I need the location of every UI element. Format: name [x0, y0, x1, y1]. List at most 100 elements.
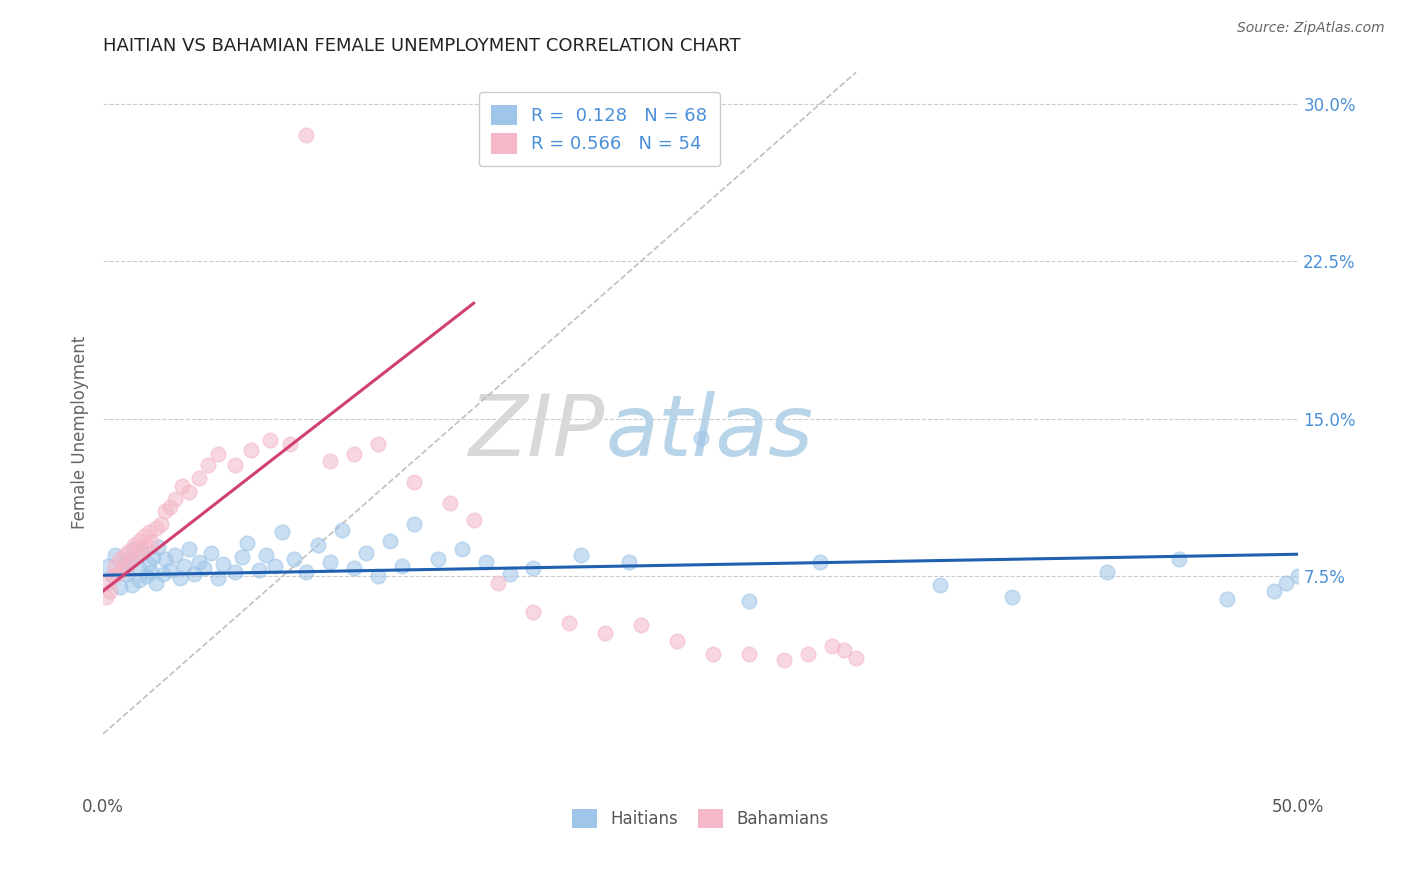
Point	[354, 546, 377, 560]
Point	[121, 577, 143, 591]
Point	[107, 567, 129, 582]
Point	[173, 558, 195, 573]
Point	[97, 558, 120, 573]
Point	[1286, 569, 1309, 583]
Point	[463, 512, 485, 526]
Point	[145, 575, 167, 590]
Point	[737, 647, 759, 661]
Text: ZIP: ZIP	[468, 391, 605, 474]
Point	[135, 538, 157, 552]
Point	[98, 584, 121, 599]
Point	[283, 552, 305, 566]
Y-axis label: Female Unemployment: Female Unemployment	[72, 335, 89, 529]
Point	[1095, 565, 1118, 579]
Point	[1000, 591, 1022, 605]
Point	[108, 580, 131, 594]
Point	[163, 491, 186, 506]
Point	[131, 546, 153, 560]
Point	[146, 540, 169, 554]
Point	[224, 565, 246, 579]
Point	[254, 549, 277, 563]
Point	[115, 558, 138, 573]
Point	[121, 552, 143, 566]
Point	[170, 479, 193, 493]
Point	[101, 569, 124, 583]
Point	[378, 533, 401, 548]
Point	[149, 516, 172, 531]
Point	[135, 569, 157, 583]
Point	[94, 591, 117, 605]
Point	[207, 571, 229, 585]
Point	[197, 458, 219, 472]
Point	[128, 533, 150, 548]
Point	[114, 549, 136, 563]
Point	[474, 555, 496, 569]
Point	[343, 561, 366, 575]
Point	[928, 577, 950, 591]
Text: atlas: atlas	[605, 391, 813, 474]
Point	[169, 571, 191, 585]
Point	[111, 563, 134, 577]
Point	[1263, 584, 1285, 599]
Point	[159, 500, 181, 514]
Point	[773, 653, 796, 667]
Point	[391, 558, 413, 573]
Point	[402, 475, 425, 489]
Point	[224, 458, 246, 472]
Point	[426, 552, 449, 566]
Point	[330, 523, 353, 537]
Point	[138, 557, 160, 571]
Point	[122, 538, 145, 552]
Text: HAITIAN VS BAHAMIAN FEMALE UNEMPLOYMENT CORRELATION CHART: HAITIAN VS BAHAMIAN FEMALE UNEMPLOYMENT …	[103, 37, 741, 55]
Point	[122, 541, 145, 556]
Point	[240, 443, 263, 458]
Point	[108, 552, 131, 566]
Point	[439, 496, 461, 510]
Point	[295, 565, 318, 579]
Point	[193, 561, 215, 575]
Point	[259, 433, 281, 447]
Point	[115, 567, 138, 582]
Point	[402, 516, 425, 531]
Point	[319, 454, 342, 468]
Point	[486, 575, 509, 590]
Point	[617, 555, 640, 569]
Point	[207, 447, 229, 461]
Legend: Haitians, Bahamians: Haitians, Bahamians	[565, 802, 835, 835]
Point	[118, 544, 141, 558]
Point	[139, 565, 162, 579]
Point	[142, 550, 165, 565]
Point	[114, 555, 136, 569]
Text: Source: ZipAtlas.com: Source: ZipAtlas.com	[1237, 21, 1385, 35]
Point	[187, 470, 209, 484]
Point	[737, 594, 759, 608]
Point	[271, 525, 294, 540]
Point	[569, 549, 592, 563]
Point	[152, 567, 174, 582]
Point	[343, 447, 366, 461]
Point	[522, 561, 544, 575]
Point	[689, 431, 711, 445]
Point	[307, 538, 329, 552]
Point	[200, 546, 222, 560]
Point	[845, 651, 868, 665]
Point	[159, 563, 181, 577]
Point	[498, 567, 520, 582]
Point	[522, 605, 544, 619]
Point	[797, 647, 820, 661]
Point	[125, 546, 148, 560]
Point	[367, 437, 389, 451]
Point	[111, 563, 134, 577]
Point	[128, 561, 150, 575]
Point	[235, 535, 257, 549]
Point	[450, 541, 472, 556]
Point	[1215, 592, 1237, 607]
Point	[1167, 552, 1189, 566]
Point	[319, 555, 342, 569]
Point	[104, 558, 127, 573]
Point	[104, 549, 127, 563]
Point	[278, 437, 301, 451]
Point	[295, 128, 318, 143]
Point	[179, 485, 201, 500]
Point	[187, 555, 209, 569]
